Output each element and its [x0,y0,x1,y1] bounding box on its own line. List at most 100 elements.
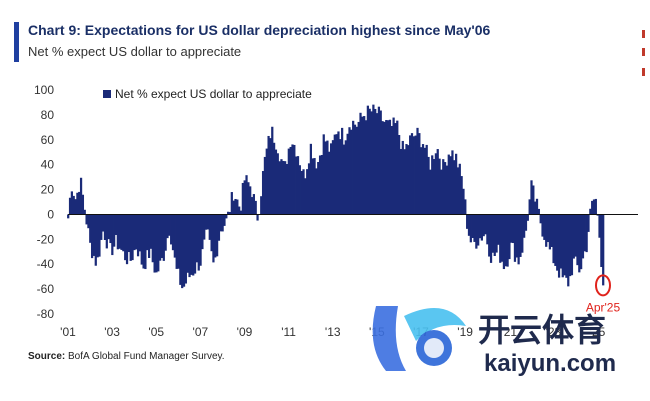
data-bar [554,214,557,266]
data-bar [462,188,465,215]
data-bar [127,214,130,253]
data-bar [377,106,381,215]
data-bar [216,214,219,257]
data-bar [306,169,309,215]
chart-subtitle: Net % expect US dollar to appreciate [28,44,242,59]
data-bar [598,214,601,238]
data-bar [511,214,515,244]
data-bar [557,214,561,278]
data-bar [592,199,596,215]
data-bar [243,180,246,215]
data-bar [236,199,239,215]
data-bar [90,214,94,259]
data-bar [210,214,213,252]
data-bar [550,214,553,247]
y-tick-label: 20 [41,183,55,197]
y-tick-label: 0 [47,207,54,221]
data-bar [473,214,476,242]
data-bar [499,214,502,263]
data-bar [182,214,186,287]
y-tick-label: 100 [34,83,54,97]
data-bar [92,214,96,256]
data-bar [173,214,176,258]
data-bar [585,214,588,253]
data-bar [228,212,232,215]
data-bar [460,176,463,215]
data-bar [317,162,320,215]
data-bar [155,214,158,273]
data-bar [576,214,579,266]
data-bar [567,214,570,287]
data-bar [219,214,222,232]
data-bar [136,214,140,257]
data-bar [276,153,279,215]
data-bar [234,198,237,215]
data-bar [184,214,187,284]
data-bar [76,192,79,215]
data-bar [580,214,583,270]
data-bar [256,214,259,221]
data-bar [346,133,349,215]
data-bar [247,182,250,215]
data-bar [217,214,221,241]
data-bar [401,140,404,215]
data-bar [398,135,401,215]
data-bar [221,214,224,232]
data-bar [149,214,153,249]
data-bar [267,135,270,215]
data-bar [581,214,585,259]
data-bar [478,214,482,239]
data-bar [471,214,474,238]
data-bar [335,134,338,215]
data-bar [282,160,285,215]
data-bar [322,134,325,215]
data-bar [116,214,119,250]
data-bar [300,170,303,215]
data-bar [388,119,392,215]
data-bar [260,196,263,215]
data-bar [318,155,322,215]
data-bar [79,177,83,215]
annotation-circle [595,274,611,297]
watermark-brand: 开云体育 [478,312,606,348]
data-bar [239,210,243,215]
data-bar [407,145,410,215]
data-bar [545,214,548,247]
x-tick-label: '05 [148,325,164,339]
data-bar [125,214,129,265]
data-bar [293,144,296,215]
data-bar [265,148,268,215]
data-bar [423,147,426,215]
data-bar [484,214,487,235]
data-bar [363,116,366,215]
x-tick-label: '21 [501,325,517,339]
data-bar [344,140,347,215]
data-bar [409,135,412,215]
data-bar [114,214,118,235]
data-bar [107,214,110,240]
data-bar [352,120,355,215]
data-bar [455,153,458,215]
x-tick-label: '09 [237,325,253,339]
data-bar [578,214,581,273]
data-bar [206,214,210,230]
data-bar [320,154,324,215]
data-bar [135,214,138,250]
data-bar [230,192,233,215]
data-bar [530,180,533,215]
data-bar [350,129,353,215]
data-bar [574,214,577,257]
data-bar [223,214,226,226]
chart-title: Chart 9: Expectations for US dollar depr… [28,22,491,38]
data-bar [535,198,539,215]
data-bar [361,116,364,215]
data-bar [295,156,298,215]
data-bar [157,214,160,272]
data-bar [421,144,425,215]
data-bar [87,214,90,229]
data-bar [412,136,415,215]
data-bar [133,214,136,251]
data-bar [151,214,154,263]
data-bar [193,214,197,274]
data-bar [532,185,535,215]
